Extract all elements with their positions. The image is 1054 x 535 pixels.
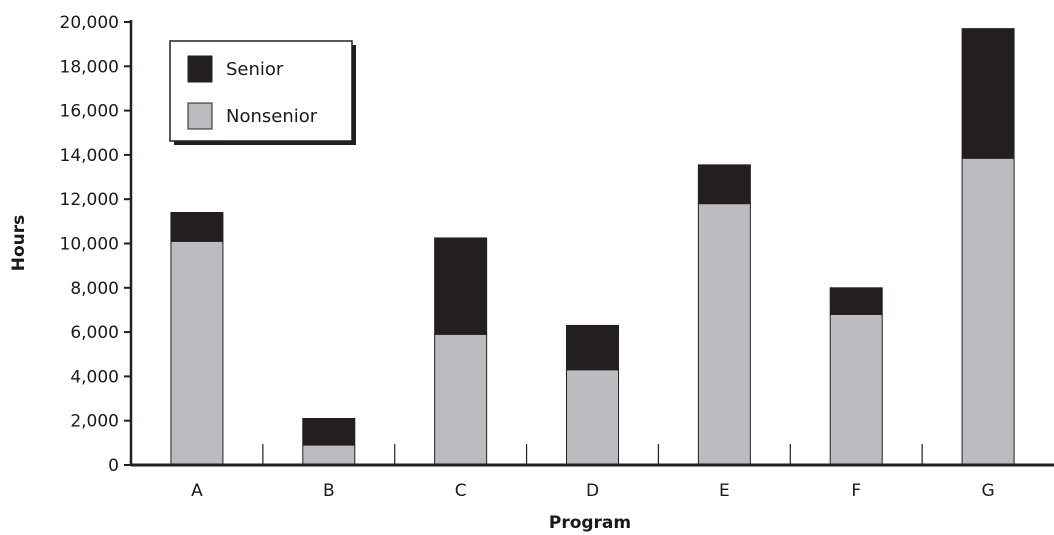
- x-tick-label: F: [851, 481, 861, 501]
- y-tick-label: 20,000: [60, 13, 119, 33]
- x-axis-ticks: A B C D E F G: [191, 444, 995, 501]
- legend-label-nonsenior: Nonsenior: [226, 106, 318, 127]
- y-axis-title: Hours: [9, 215, 29, 272]
- legend: Senior Nonsenior: [169, 40, 356, 145]
- bar-senior-g: [961, 28, 1015, 159]
- y-tick-label: 16,000: [60, 102, 119, 122]
- x-tick-label: G: [981, 481, 994, 501]
- y-tick-label: 8,000: [70, 279, 119, 299]
- y-tick-label: 4,000: [70, 367, 119, 387]
- x-tick-label: D: [586, 481, 599, 501]
- bar-nonsenior-e: [697, 203, 751, 466]
- y-axis-ticks: 0 2,000 4,000 6,000 8,000 10,000 12,000 14,000 1…: [60, 13, 131, 476]
- legend-swatch-nonsenior: [187, 102, 213, 130]
- y-tick-label: 10,000: [60, 235, 119, 255]
- x-tick-label: A: [191, 481, 203, 501]
- bar-senior-f: [829, 287, 883, 315]
- bar-senior-b: [302, 417, 356, 446]
- y-tick-label: 14,000: [60, 146, 119, 166]
- y-tick-label: 12,000: [60, 190, 119, 210]
- y-tick-label: 6,000: [70, 323, 119, 343]
- bar-senior-c: [434, 237, 488, 335]
- bar-nonsenior-f: [829, 313, 883, 466]
- y-tick-label: 2,000: [70, 412, 119, 432]
- bar-nonsenior-a: [170, 240, 224, 466]
- bar-senior-e: [697, 164, 751, 205]
- bar-nonsenior-d: [566, 369, 619, 466]
- bar-senior-d: [566, 324, 619, 371]
- x-tick-label: B: [323, 481, 335, 501]
- x-tick-label: C: [455, 481, 467, 501]
- x-axis-title: Program: [549, 513, 631, 533]
- legend-swatch-senior: [187, 55, 213, 83]
- bar-nonsenior-b: [302, 444, 356, 466]
- y-tick-label: 0: [108, 456, 119, 476]
- bar-nonsenior-c: [434, 333, 488, 466]
- bar-senior-a: [170, 211, 224, 242]
- bar-nonsenior-g: [961, 157, 1015, 466]
- axes: [129, 20, 1054, 467]
- bars: [170, 28, 1015, 466]
- legend-label-senior: Senior: [226, 59, 284, 80]
- x-tick-label: E: [719, 481, 730, 501]
- y-tick-label: 18,000: [60, 57, 119, 77]
